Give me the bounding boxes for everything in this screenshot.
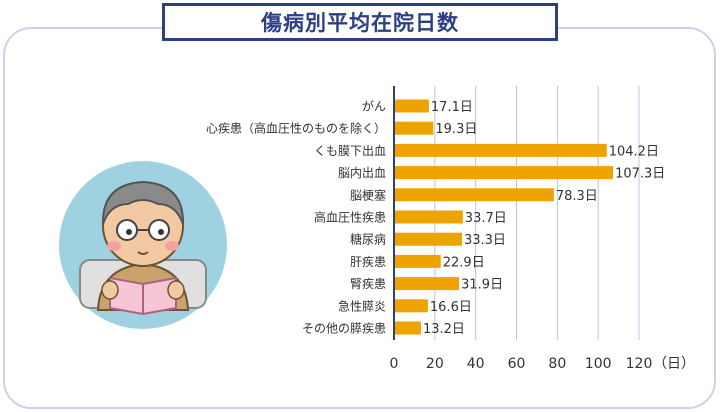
- chart-title: 傷病別平均在院日数: [261, 11, 459, 35]
- category-label-4: 脳梗塞: [350, 187, 386, 202]
- category-label-3: 脳内出血: [338, 166, 386, 180]
- bar-0: [394, 99, 429, 113]
- bar-4: [394, 188, 554, 202]
- x-tick-label-100: 100: [585, 356, 612, 372]
- bar-2: [394, 143, 607, 157]
- value-label-9: 16.6日: [430, 300, 472, 315]
- x-tick-label-120: 120: [626, 356, 653, 372]
- value-label-6: 33.3日: [464, 233, 506, 248]
- x-tick-label-40: 40: [467, 356, 485, 372]
- x-tick-label-60: 60: [508, 356, 526, 372]
- bar-10: [394, 321, 421, 335]
- category-label-10: その他の膵疾患: [302, 321, 386, 336]
- x-tick-label-80: 80: [548, 356, 566, 372]
- category-label-7: 肝疾患: [350, 254, 386, 269]
- value-label-2: 104.2日: [609, 144, 659, 159]
- value-label-0: 17.1日: [431, 100, 473, 115]
- bar-5: [394, 210, 463, 224]
- bar-8: [394, 277, 460, 291]
- title-box: 傷病別平均在院日数: [162, 3, 558, 41]
- bar-1: [394, 121, 434, 135]
- bar-6: [394, 232, 462, 246]
- category-label-2: くも膜下出血: [314, 144, 386, 158]
- value-label-5: 33.7日: [465, 211, 507, 226]
- category-label-8: 腎疾患: [350, 276, 386, 291]
- value-label-7: 22.9日: [443, 255, 485, 270]
- value-label-10: 13.2日: [423, 322, 465, 337]
- category-label-5: 高血圧性疾患: [314, 210, 386, 225]
- x-tick-label-20: 20: [426, 356, 444, 372]
- category-label-1: 心疾患（高血圧性のものを除く）: [206, 121, 386, 136]
- category-label-9: 急性膵炎: [338, 298, 386, 313]
- bar-7: [394, 254, 441, 268]
- value-label-8: 31.9日: [461, 278, 503, 293]
- x-axis-unit: （日）: [653, 356, 695, 372]
- category-label-6: 糖尿病: [350, 232, 386, 247]
- bar-9: [394, 299, 428, 313]
- reading-man-illustration: [59, 161, 227, 329]
- value-label-1: 19.3日: [435, 122, 477, 137]
- value-label-4: 78.3日: [556, 189, 598, 204]
- x-tick-label-0: 0: [390, 356, 399, 372]
- bar-3: [394, 166, 614, 180]
- value-label-3: 107.3日: [615, 167, 665, 182]
- category-label-0: がん: [362, 99, 386, 114]
